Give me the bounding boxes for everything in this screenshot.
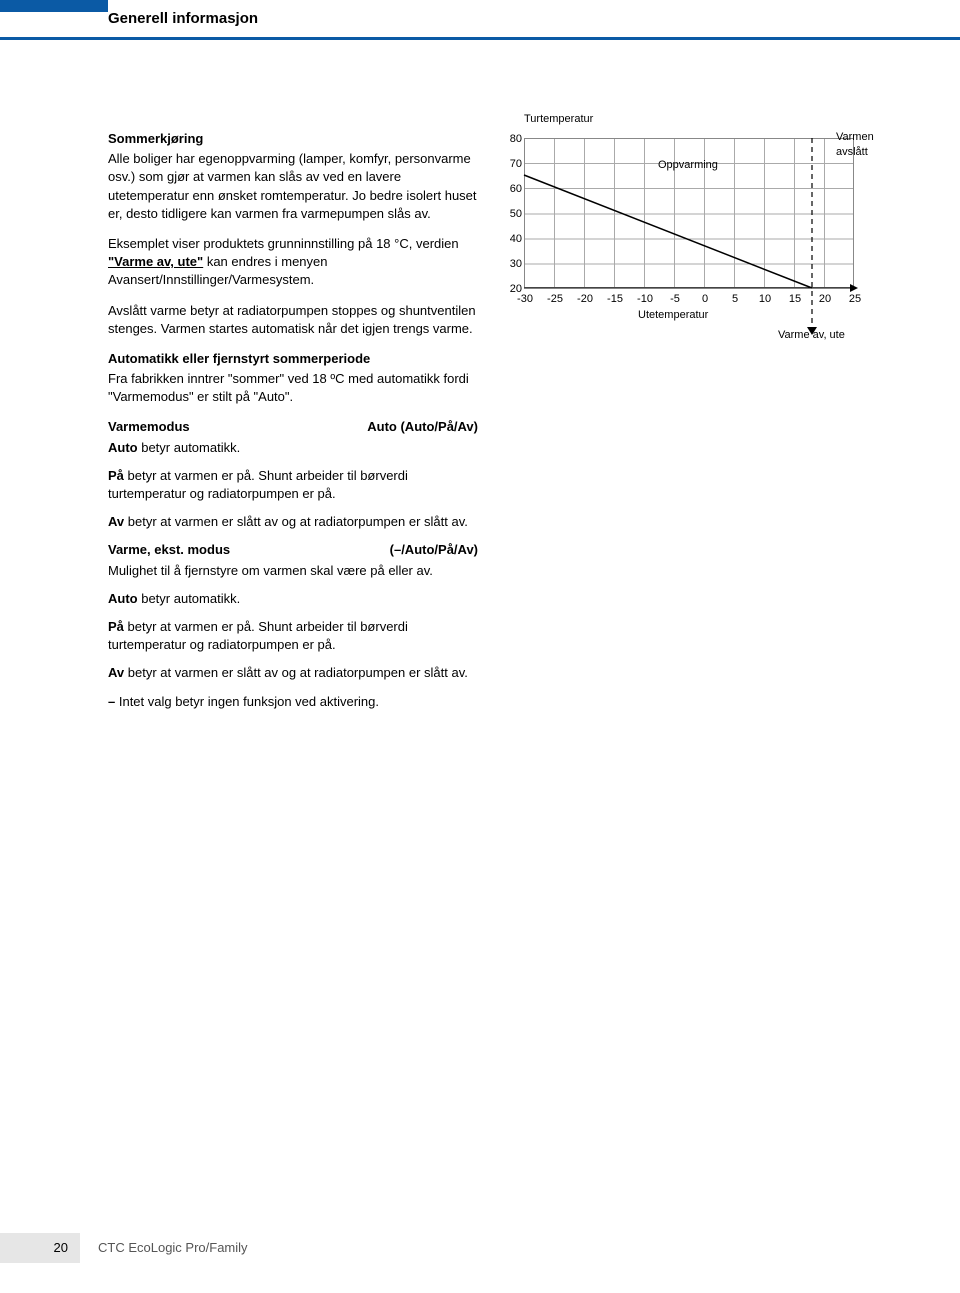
dash-text: Intet valg betyr ingen funksjon ved akti… — [115, 694, 379, 709]
page-header-title: Generell informasjon — [108, 8, 258, 29]
xtick-9: 15 — [780, 292, 810, 307]
xtick-5: -5 — [660, 292, 690, 307]
def-varme-ekst-value: (–/Auto/På/Av) — [390, 541, 478, 559]
auto-bold: Auto — [108, 440, 138, 455]
chart-line — [524, 175, 812, 288]
def-varmemodus-value: Auto (Auto/På/Av) — [367, 418, 478, 436]
av-text: betyr at varmen er slått av og at radiat… — [124, 514, 468, 529]
def-varmemodus-pa: På betyr at varmen er på. Shunt arbeider… — [108, 467, 478, 503]
def-varme-ekst: Varme, ekst. modus (–/Auto/På/Av) — [108, 541, 478, 559]
pa-text: betyr at varmen er på. Shunt arbeider ti… — [108, 468, 408, 501]
xtick-7: 5 — [720, 292, 750, 307]
chart-label-oppvarming: Oppvarming — [658, 158, 718, 173]
chart-label-varmen-avslatt: Varmen avslått — [836, 130, 874, 161]
heading-automatikk: Automatikk eller fjernstyrt sommerperiod… — [108, 350, 478, 368]
auto-text: betyr automatikk. — [138, 440, 241, 455]
para-example-a: Eksemplet viser produktets grunninnstill… — [108, 236, 459, 251]
footer-product: CTC EcoLogic Pro/Family — [98, 1239, 248, 1257]
chart-xlabel: Utetemperatur — [638, 308, 708, 323]
chart-turtemperatur: Turtemperatur 80 70 60 50 40 30 20 Oppva… — [498, 130, 888, 350]
chart-label-threshold: Varme av, ute — [778, 328, 845, 343]
page-header: Generell informasjon — [0, 0, 960, 40]
page-number: 20 — [0, 1233, 80, 1263]
def-varmemodus-av: Av betyr at varmen er slått av og at rad… — [108, 513, 478, 531]
def-varmemodus-auto: Auto betyr automatikk. — [108, 439, 478, 457]
av-bold: Av — [108, 514, 124, 529]
def-varme-ekst-desc: Mulighet til å fjernstyre om varmen skal… — [108, 562, 478, 580]
def-varme-ekst-dash: – Intet valg betyr ingen funksjon ved ak… — [108, 693, 478, 711]
def-varme-ekst-auto: Auto betyr automatikk. — [108, 590, 478, 608]
para-avslatt: Avslått varme betyr at radiatorpumpen st… — [108, 302, 478, 338]
text-column: Sommerkjøring Alle boliger har egenoppva… — [108, 130, 478, 721]
def-varme-ekst-pa: På betyr at varmen er på. Shunt arbeider… — [108, 618, 478, 654]
xtick-2: -20 — [570, 292, 600, 307]
xtick-1: -25 — [540, 292, 570, 307]
heading-sommerkjoring: Sommerkjøring — [108, 130, 478, 148]
xtick-4: -10 — [630, 292, 660, 307]
xtick-8: 10 — [750, 292, 780, 307]
auto2-bold: Auto — [108, 591, 138, 606]
para-example: Eksemplet viser produktets grunninnstill… — [108, 235, 478, 290]
chart-title: Turtemperatur — [524, 112, 593, 127]
def-varmemodus-label: Varmemodus — [108, 418, 190, 436]
xtick-6: 0 — [690, 292, 720, 307]
xtick-0: -30 — [510, 292, 540, 307]
xtick-11: 25 — [840, 292, 870, 307]
def-varme-ekst-av: Av betyr at varmen er slått av og at rad… — [108, 664, 478, 682]
av2-bold: Av — [108, 665, 124, 680]
para-example-key: "Varme av, ute" — [108, 254, 203, 269]
auto2-text: betyr automatikk. — [138, 591, 241, 606]
av2-text: betyr at varmen er slått av og at radiat… — [124, 665, 468, 680]
def-varme-ekst-label: Varme, ekst. modus — [108, 541, 230, 559]
para-intro: Alle boliger har egenoppvarming (lamper,… — [108, 150, 478, 223]
pa-bold: På — [108, 468, 124, 483]
page-content: Sommerkjøring Alle boliger har egenoppva… — [0, 40, 960, 721]
header-accent — [0, 0, 108, 12]
page-footer: 20 CTC EcoLogic Pro/Family — [0, 1233, 248, 1263]
pa2-text: betyr at varmen er på. Shunt arbeider ti… — [108, 619, 408, 652]
pa2-bold: På — [108, 619, 124, 634]
para-fabrikk: Fra fabrikken inntrer "sommer" ved 18 ºC… — [108, 370, 478, 406]
def-varmemodus: Varmemodus Auto (Auto/På/Av) — [108, 418, 478, 436]
chart-column: Turtemperatur 80 70 60 50 40 30 20 Oppva… — [498, 130, 912, 721]
arrow-right-icon — [850, 284, 858, 292]
xtick-10: 20 — [810, 292, 840, 307]
label-varmen-2: avslått — [836, 146, 868, 158]
xtick-3: -15 — [600, 292, 630, 307]
label-varmen-1: Varmen — [836, 131, 874, 143]
